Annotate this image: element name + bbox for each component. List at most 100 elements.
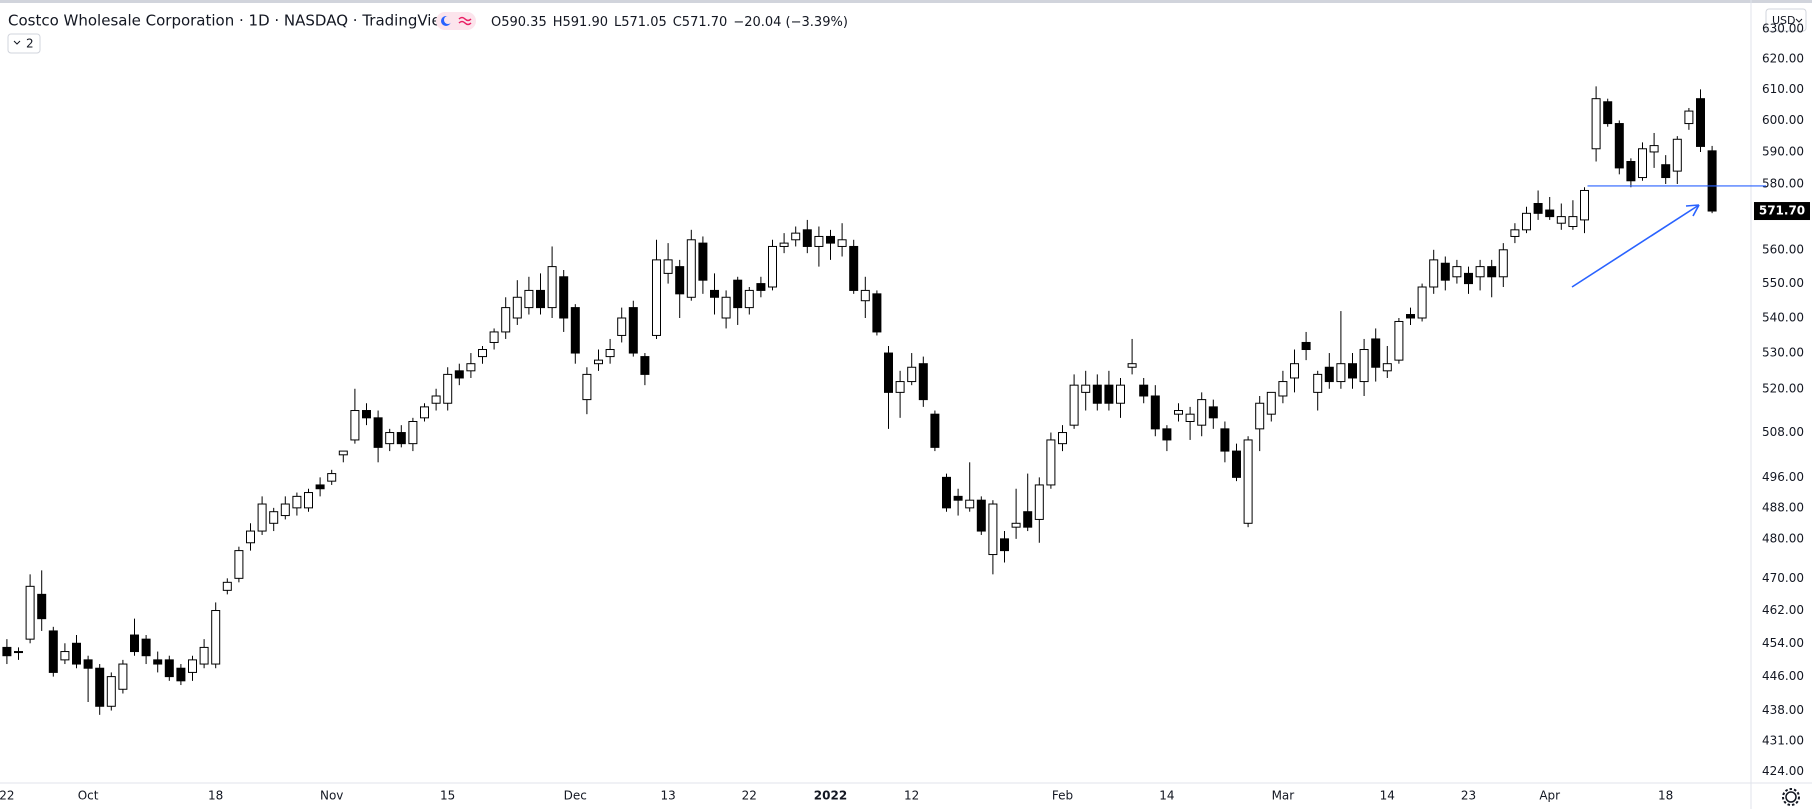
candle-body: [1104, 384, 1114, 404]
candle-body: [176, 667, 186, 682]
candle-body: [1336, 363, 1346, 383]
candle-body: [1649, 145, 1659, 153]
x-tick-label: 22: [0, 789, 15, 803]
y-tick-label: 610.00: [1762, 82, 1804, 96]
candle-body: [675, 266, 685, 295]
candle-body: [1011, 522, 1021, 528]
candle-body: [1116, 384, 1125, 404]
candle-body: [1661, 164, 1671, 179]
candle-body: [663, 259, 673, 274]
candle-body: [640, 356, 650, 375]
candle-body: [153, 659, 163, 665]
y-tick-label: 454.00: [1762, 636, 1804, 650]
gear[interactable]: [1785, 791, 1797, 803]
currency-button[interactable]: USD: [1765, 8, 1807, 32]
candle-body: [1348, 363, 1357, 379]
candle-body: [292, 495, 302, 509]
candle-body: [373, 417, 383, 448]
candle-body: [1069, 384, 1079, 426]
x-tick-label: 15: [440, 789, 455, 803]
ohlc-value: H591.90: [553, 15, 608, 30]
y-tick-label: 496.00: [1762, 470, 1804, 484]
candle-body: [605, 349, 615, 358]
candle-body: [710, 289, 719, 298]
candle-body: [930, 413, 940, 448]
candle-body: [860, 289, 870, 302]
candle-body: [396, 432, 406, 445]
y-tick-label: 630.00: [1762, 21, 1804, 35]
candle-body: [1696, 98, 1705, 147]
candle-body: [1475, 266, 1485, 278]
candle-body: [1185, 413, 1195, 423]
candle-body: [222, 581, 232, 591]
candle-body: [617, 317, 627, 336]
y-tick-label: 431.00: [1762, 733, 1804, 747]
candle-body: [269, 511, 279, 524]
icon-wave: [458, 16, 472, 26]
candle-body: [501, 307, 511, 333]
candle-body: [1197, 399, 1207, 426]
candle-body: [304, 492, 313, 509]
candle-body: [466, 363, 476, 372]
candle-body: [976, 499, 986, 532]
candle-body: [1580, 189, 1589, 221]
candle-body: [779, 242, 789, 247]
x-tick-label: Apr: [1539, 789, 1560, 803]
candle-body: [315, 484, 325, 490]
y-tick-label: 580.00: [1762, 177, 1804, 191]
candle-body: [1174, 410, 1183, 415]
candle-body: [478, 349, 487, 358]
candle-body: [1290, 363, 1299, 379]
x-tick-label: 13: [660, 789, 675, 803]
chevron: [13, 40, 21, 45]
x-tick-label: 18: [208, 789, 223, 803]
ohlc-value: L571.05: [614, 15, 667, 30]
y-tick-label: 470.00: [1762, 571, 1804, 585]
ohlc-value: C571.70: [673, 15, 728, 30]
y-tick-label: 600.00: [1762, 113, 1804, 127]
candle-body: [1000, 538, 1009, 552]
candle-body: [652, 259, 661, 336]
indicator-box[interactable]: [7, 33, 41, 54]
candle-body: [1614, 123, 1624, 169]
candle-body: [1498, 249, 1508, 278]
candle-body: [420, 406, 429, 419]
candle-body: [1208, 406, 1218, 419]
candle-body: [512, 296, 522, 319]
y-tick-label: 462.00: [1762, 603, 1804, 617]
candle-body: [1406, 314, 1415, 319]
x-tick-label: 22: [742, 789, 757, 803]
candle-body: [72, 642, 81, 665]
candle-body: [1707, 150, 1717, 212]
candle-body: [744, 289, 754, 309]
settings-button[interactable]: [1782, 788, 1800, 806]
y-tick-label: 520.00: [1762, 381, 1804, 395]
candle-body: [1440, 262, 1450, 281]
y-tick-label: 530.00: [1762, 346, 1804, 360]
theme-icons[interactable]: [436, 12, 476, 30]
x-tick-label: Dec: [564, 789, 587, 803]
candle-body: [1046, 439, 1056, 486]
currency-box[interactable]: [1765, 8, 1807, 32]
candle-body: [454, 370, 464, 379]
candle-body: [1092, 384, 1102, 404]
candle-body: [768, 245, 777, 288]
price-tag-label: 571.70: [1759, 204, 1805, 218]
x-tick-label: 12: [904, 789, 919, 803]
chevron: [1795, 18, 1803, 23]
candle-body: [1371, 338, 1381, 368]
candle-body: [756, 283, 766, 291]
candle-body: [1603, 101, 1613, 125]
arrow-head: [1685, 204, 1700, 217]
candle-body: [524, 289, 534, 309]
candle-body: [698, 242, 708, 281]
candle-body: [257, 503, 267, 532]
icon-moon-cut: [444, 16, 452, 24]
candle-body: [1023, 511, 1033, 528]
candle-body: [1278, 381, 1288, 397]
indicator-count: 2: [26, 37, 34, 51]
gear-teeth: [1782, 788, 1800, 806]
x-tick-label: Mar: [1272, 789, 1295, 803]
indicator-toggle[interactable]: 2: [7, 33, 41, 54]
